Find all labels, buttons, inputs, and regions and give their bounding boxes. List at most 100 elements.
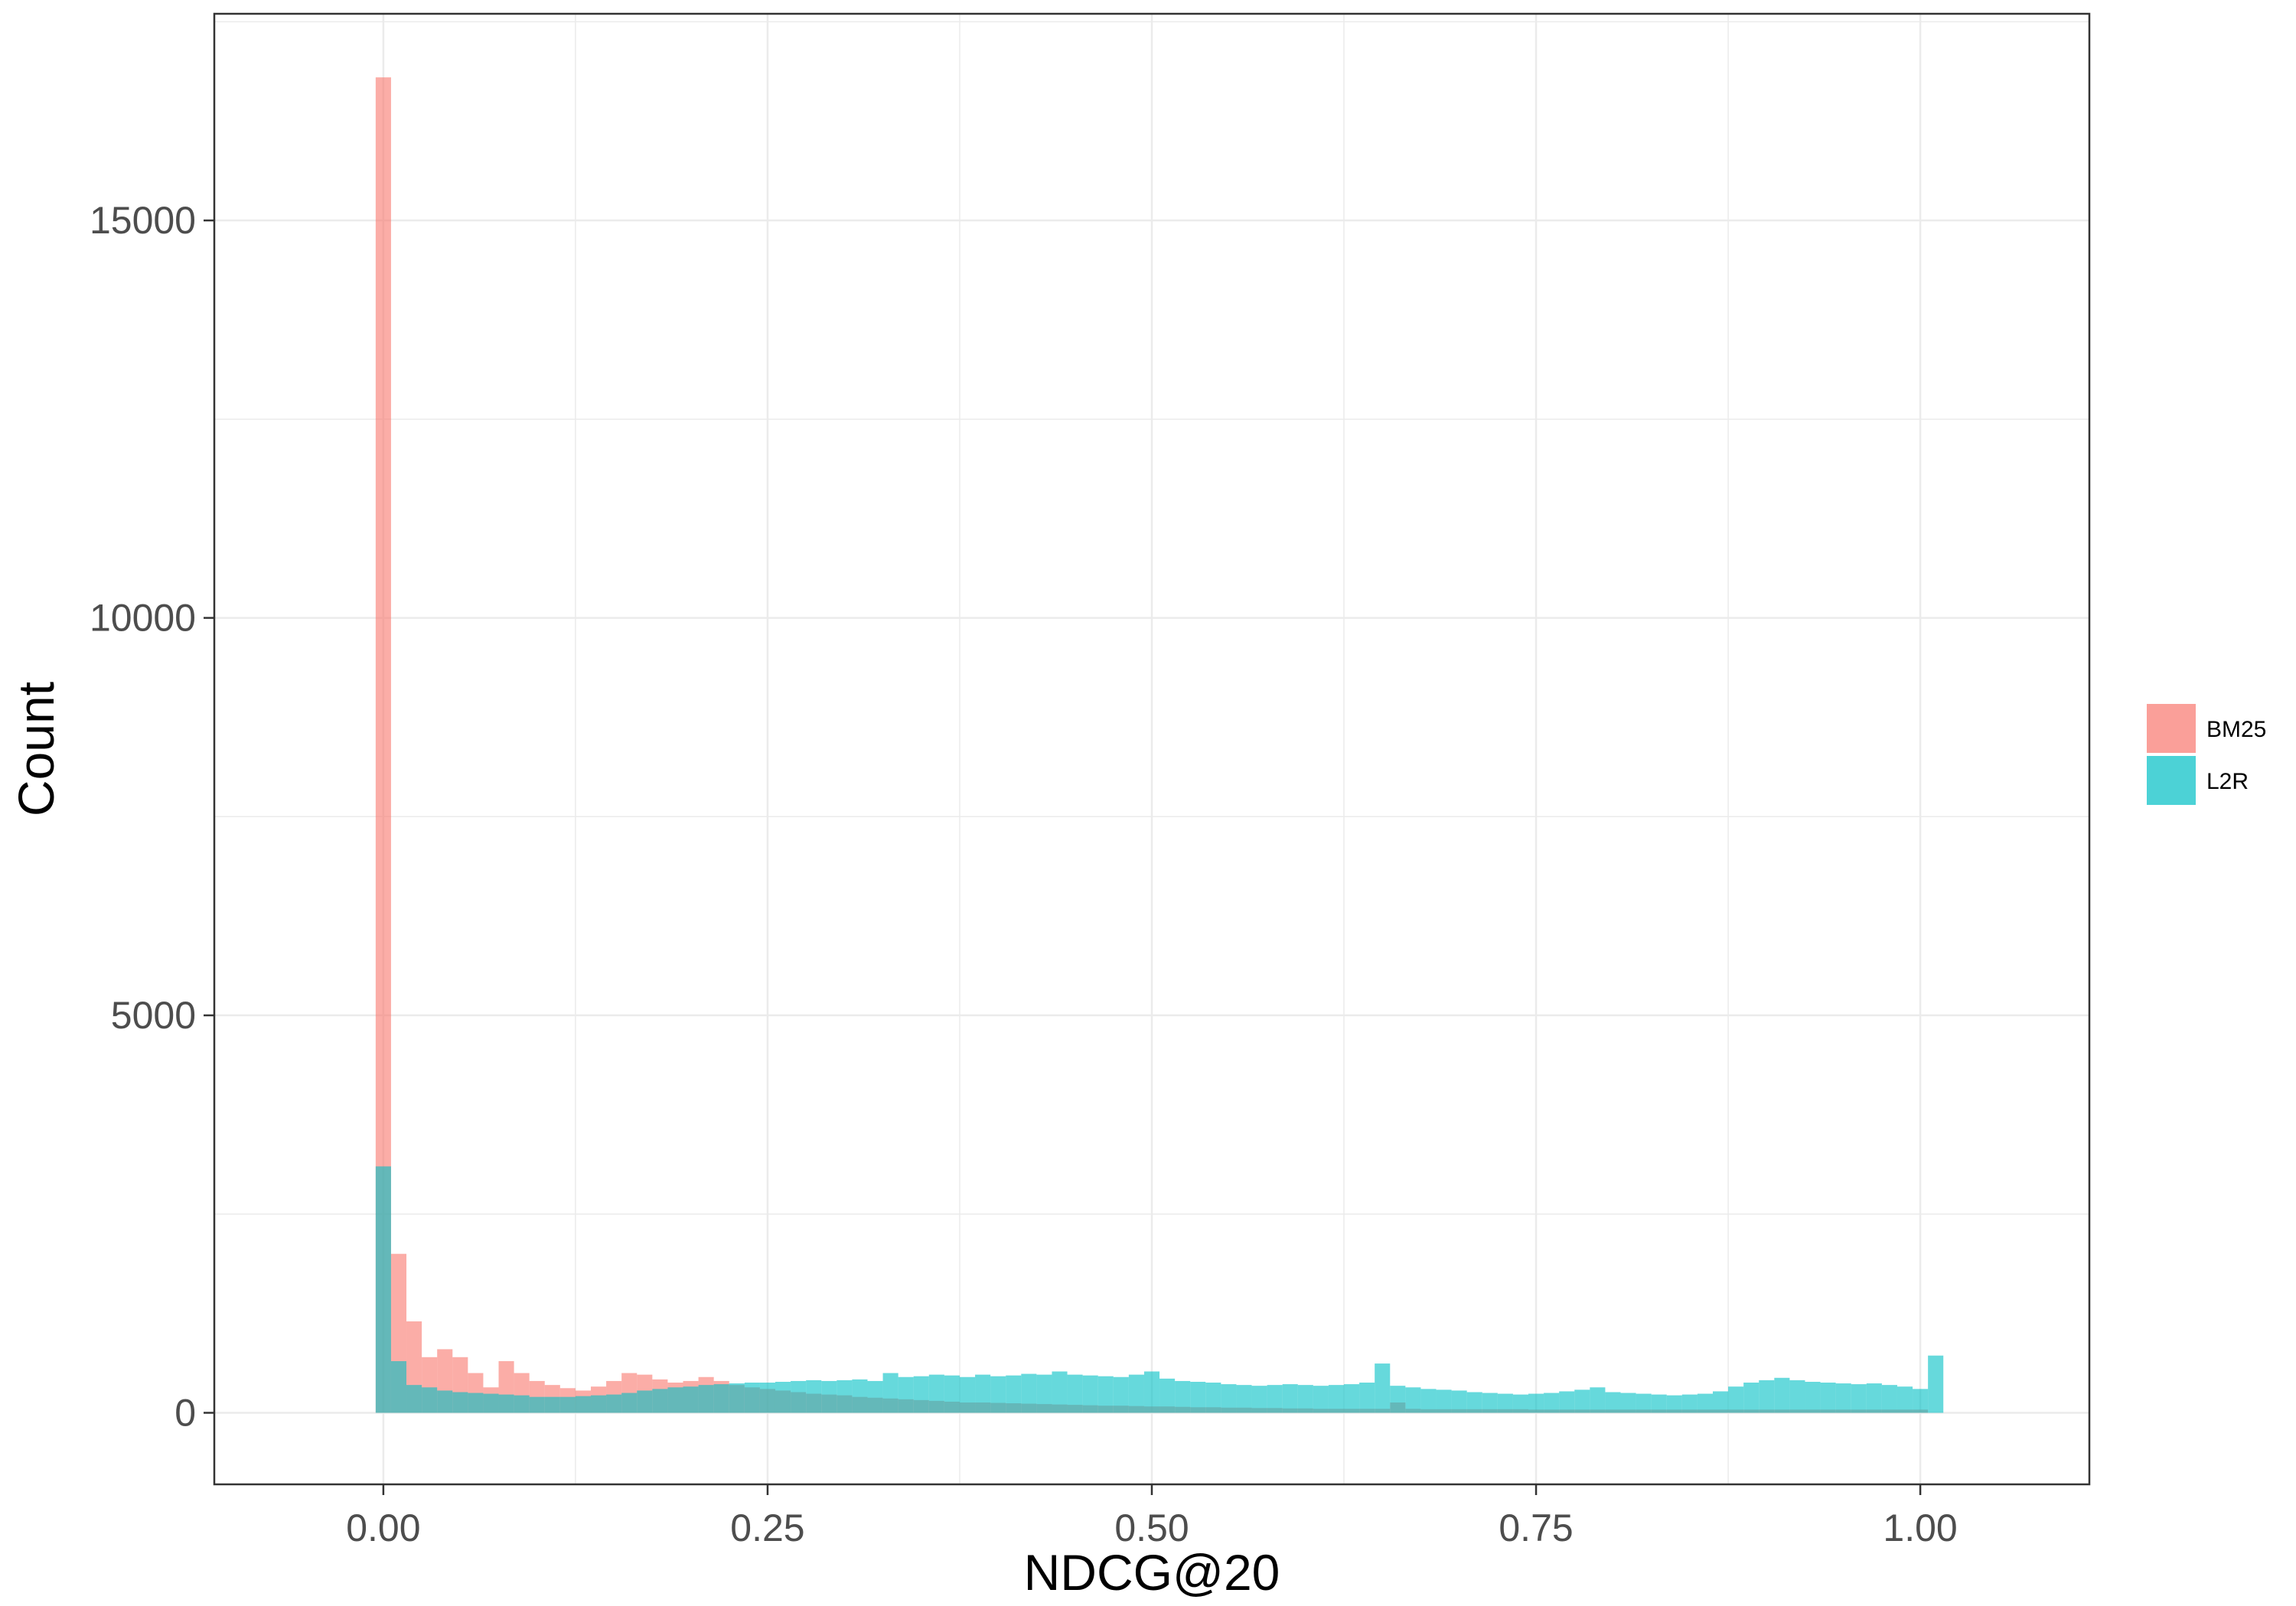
l2r-bar xyxy=(1774,1377,1790,1413)
l2r-bar xyxy=(1620,1393,1636,1413)
l2r-bar xyxy=(1590,1387,1606,1413)
l2r-bar xyxy=(529,1396,545,1413)
l2r-bar xyxy=(1605,1392,1621,1413)
l2r-bar xyxy=(606,1394,622,1413)
l2r-bar xyxy=(1789,1380,1805,1413)
l2r-legend-key xyxy=(2147,756,2196,805)
l2r-bar xyxy=(1866,1383,1882,1413)
l2r-bar xyxy=(744,1383,760,1413)
l2r-legend-label: L2R xyxy=(2206,769,2249,794)
l2r-bar xyxy=(1328,1385,1345,1413)
l2r-bar xyxy=(791,1380,807,1413)
l2r-bar xyxy=(1651,1394,1667,1413)
l2r-bars xyxy=(375,1166,1944,1413)
l2r-bar xyxy=(1375,1363,1391,1413)
l2r-bar xyxy=(1082,1375,1098,1413)
l2r-bar xyxy=(1067,1374,1083,1413)
x-tick-label: 0.00 xyxy=(346,1507,420,1549)
l2r-bar xyxy=(898,1376,914,1413)
l2r-bar xyxy=(1359,1383,1375,1413)
l2r-bar xyxy=(575,1396,592,1413)
l2r-bar xyxy=(1113,1376,1129,1413)
bm25-legend-label: BM25 xyxy=(2206,717,2266,742)
l2r-bar xyxy=(1636,1393,1652,1413)
l2r-bar xyxy=(1267,1385,1283,1413)
l2r-bar xyxy=(1528,1393,1544,1413)
x-tick-label: 0.75 xyxy=(1499,1507,1573,1549)
l2r-bar xyxy=(1436,1389,1452,1413)
x-tick-label: 0.25 xyxy=(730,1507,804,1549)
l2r-bar xyxy=(1297,1385,1313,1413)
l2r-bar xyxy=(1896,1386,1913,1413)
l2r-bar xyxy=(1221,1384,1237,1413)
l2r-bar xyxy=(1036,1374,1052,1413)
l2r-bar xyxy=(975,1374,991,1413)
l2r-bar xyxy=(990,1376,1006,1413)
l2r-bar xyxy=(1482,1393,1498,1413)
l2r-bar xyxy=(775,1381,791,1413)
l2r-bar xyxy=(1851,1384,1867,1413)
l2r-bar xyxy=(1835,1383,1851,1413)
l2r-bar xyxy=(698,1385,714,1413)
y-tick-label: 5000 xyxy=(111,994,196,1037)
legend: BM25 L2R xyxy=(2147,704,2266,805)
l2r-bar xyxy=(1159,1378,1176,1413)
l2r-bar xyxy=(928,1374,944,1413)
l2r-bar xyxy=(498,1394,514,1413)
l2r-bar xyxy=(514,1395,530,1413)
l2r-bar xyxy=(637,1390,653,1413)
l2r-bar xyxy=(821,1380,837,1413)
l2r-bar xyxy=(1205,1383,1221,1413)
l2r-bar xyxy=(1728,1386,1744,1413)
l2r-bar xyxy=(1574,1389,1590,1413)
l2r-bar xyxy=(406,1385,422,1413)
l2r-bar xyxy=(559,1396,576,1413)
l2r-bar xyxy=(1344,1384,1360,1413)
l2r-bar xyxy=(852,1379,868,1413)
l2r-bar xyxy=(1666,1395,1682,1413)
l2r-bar xyxy=(390,1360,407,1413)
y-tick-label: 15000 xyxy=(90,199,196,242)
l2r-bar xyxy=(591,1395,607,1413)
l2r-bar xyxy=(867,1380,883,1413)
l2r-bar xyxy=(1405,1387,1421,1413)
l2r-bar xyxy=(621,1393,638,1413)
bm25-legend-key xyxy=(2147,704,2196,753)
l2r-bar xyxy=(806,1380,822,1413)
l2r-bar xyxy=(1913,1389,1929,1413)
l2r-bar xyxy=(1190,1381,1206,1413)
l2r-bar xyxy=(1820,1383,1836,1413)
x-tick-label: 0.50 xyxy=(1114,1507,1189,1549)
l2r-bar xyxy=(1251,1386,1267,1413)
x-tick-label: 1.00 xyxy=(1883,1507,1957,1549)
l2r-bar xyxy=(452,1392,468,1413)
l2r-bar xyxy=(652,1389,668,1413)
l2r-bar xyxy=(1497,1393,1513,1413)
y-axis-title: Count xyxy=(8,682,64,816)
l2r-bar xyxy=(1697,1393,1713,1413)
l2r-bar xyxy=(1681,1394,1698,1413)
l2r-bar xyxy=(1759,1380,1775,1413)
l2r-bar xyxy=(729,1383,745,1413)
l2r-bar xyxy=(1712,1391,1729,1413)
l2r-bar xyxy=(713,1384,729,1413)
l2r-bar xyxy=(913,1376,929,1413)
l2r-bar xyxy=(1390,1386,1406,1413)
y-axis-ticks: 0 5000 10000 15000 xyxy=(90,199,214,1434)
l2r-bar xyxy=(759,1383,775,1413)
l2r-bar xyxy=(1805,1381,1821,1413)
l2r-bar xyxy=(1313,1386,1329,1413)
l2r-bar xyxy=(837,1380,853,1413)
l2r-bar xyxy=(1743,1383,1760,1413)
l2r-bar xyxy=(1282,1384,1298,1413)
l2r-bar xyxy=(1128,1374,1144,1413)
l2r-bar xyxy=(1006,1375,1022,1413)
x-axis-ticks: 0.00 0.25 0.50 0.75 1.00 xyxy=(346,1484,1958,1549)
l2r-bar xyxy=(437,1390,453,1413)
l2r-bar xyxy=(1021,1373,1037,1413)
y-tick-label: 0 xyxy=(174,1391,196,1434)
l2r-bar xyxy=(468,1393,484,1413)
l2r-bar xyxy=(1559,1391,1575,1413)
